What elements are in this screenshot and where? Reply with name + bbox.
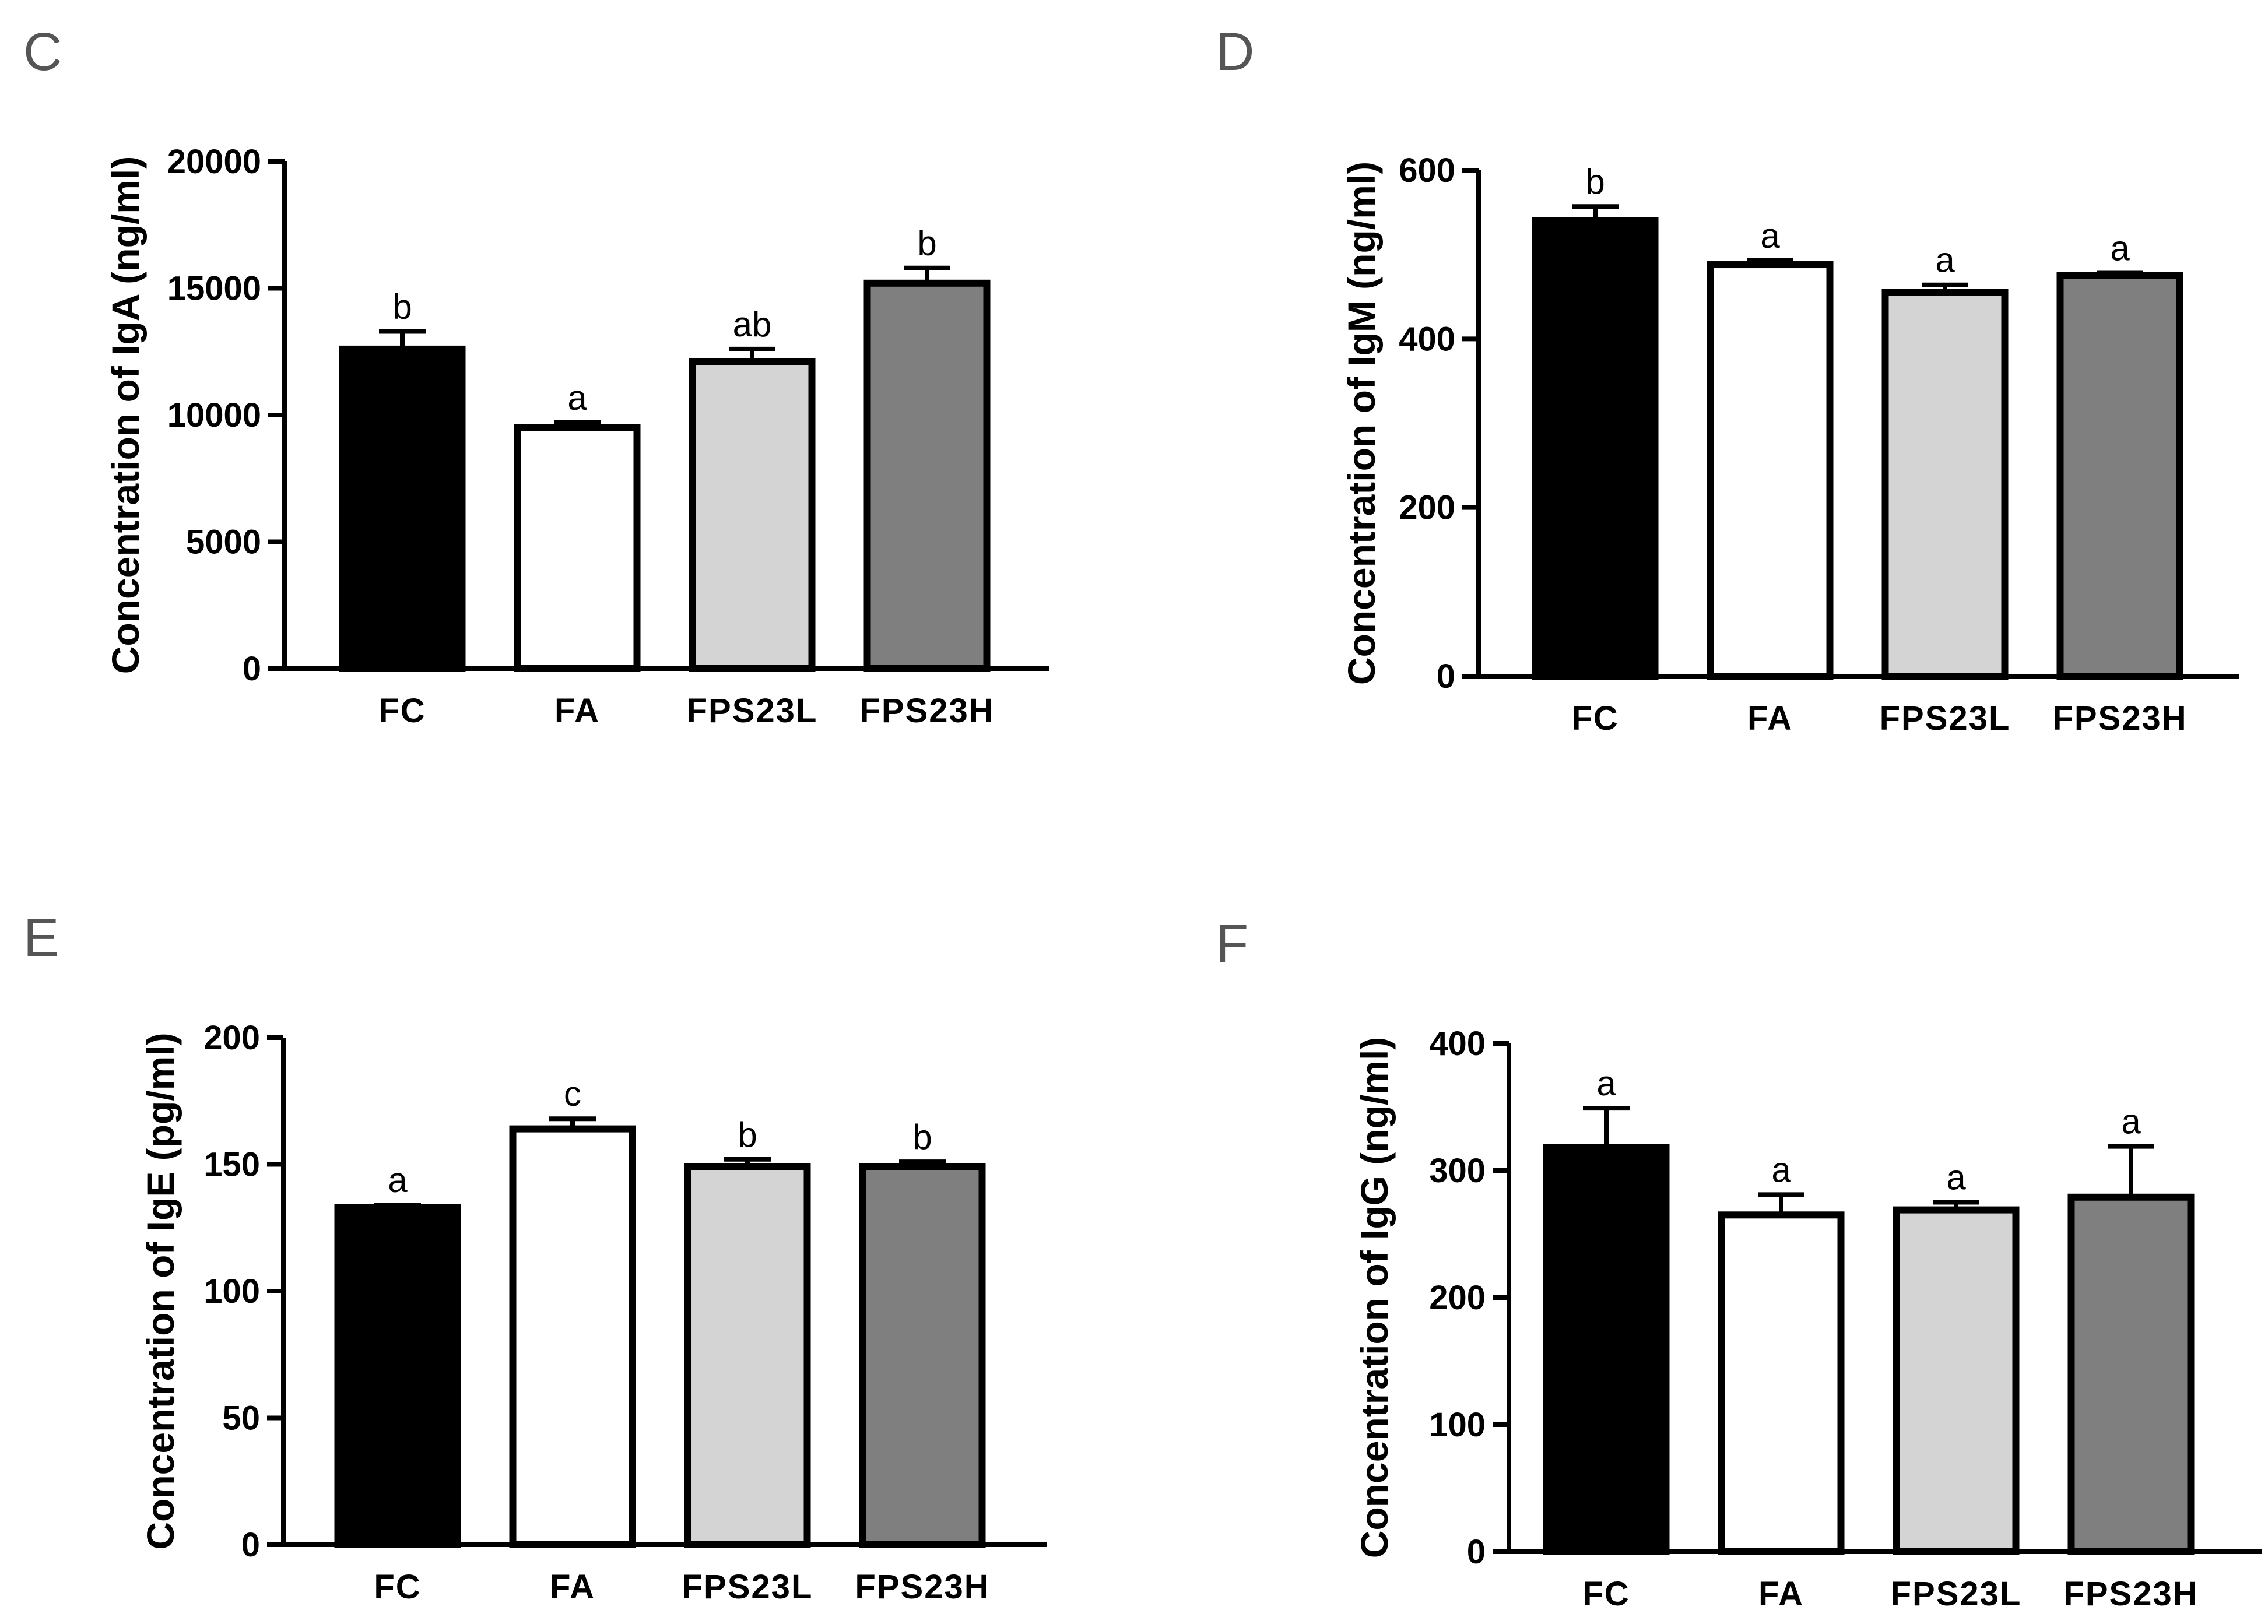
bar-fc (1532, 217, 1659, 680)
significance-label: a (1946, 1158, 1966, 1197)
significance-label: b (1585, 162, 1605, 201)
significance-label: a (1771, 1150, 1791, 1189)
significance-label: a (1596, 1064, 1616, 1103)
bar-fa (509, 1125, 636, 1548)
bar-fps23h (863, 279, 991, 672)
y-tick-label: 50 (222, 1400, 260, 1437)
y-axis-title: Concentration of IgM (ng/ml) (1340, 161, 1383, 685)
bar-fa (1718, 1211, 1845, 1556)
y-tick-label: 200 (203, 1019, 260, 1057)
y-tick-label: 0 (243, 650, 261, 688)
significance-label: ab (733, 305, 772, 344)
bar-fps23h (2067, 1193, 2195, 1555)
y-tick-label: 400 (1399, 320, 1455, 358)
y-axis-title: Concentration of IgA (ng/ml) (104, 156, 147, 674)
bar-fps23l (1893, 1206, 2020, 1556)
panel-f: F Concentration of IgG (ng/ml) a FC a FA a FPS2… (1216, 914, 2262, 1613)
bar-fa (1707, 261, 1834, 680)
x-tick-label: FA (550, 1568, 595, 1606)
bar-fc (334, 1204, 461, 1548)
significance-label: a (388, 1161, 408, 1200)
significance-label: c (564, 1074, 581, 1113)
y-tick-label: 100 (1429, 1406, 1486, 1444)
y-tick-label: 5000 (186, 523, 261, 561)
x-tick-label: FC (1571, 699, 1619, 737)
y-tick-label: 20000 (167, 143, 261, 181)
significance-label: b (738, 1115, 757, 1154)
panel-letter: C (23, 22, 62, 82)
y-tick-label: 300 (1429, 1152, 1486, 1190)
bar-fa (514, 424, 641, 672)
x-tick-label: FA (1747, 699, 1793, 737)
x-tick-label: FPS23H (2063, 1575, 2198, 1613)
bar-fps23h (859, 1163, 986, 1548)
y-tick-label: 100 (203, 1273, 260, 1310)
panel-letter: E (23, 908, 59, 968)
significance-label: a (2110, 229, 2130, 268)
y-tick-label: 15000 (167, 270, 261, 308)
y-tick-label: 0 (1437, 658, 1455, 695)
y-tick-label: 600 (1399, 152, 1455, 189)
bar-fc (1543, 1144, 1670, 1555)
panel-letter: D (1216, 22, 1254, 82)
x-tick-label: FA (554, 692, 600, 730)
x-tick-label: FPS23H (2052, 699, 2187, 737)
y-tick-label: 10000 (167, 396, 261, 434)
panel-e: E Concentration of IgE (pg/ml) a FC c FA b FPS2… (23, 908, 1047, 1606)
y-tick-label: 150 (203, 1146, 260, 1184)
x-tick-label: FPS23L (682, 1568, 813, 1606)
x-tick-label: FA (1758, 1575, 1804, 1613)
x-tick-label: FC (1582, 1575, 1630, 1613)
significance-label: a (1935, 241, 1955, 280)
y-tick-label: 400 (1429, 1025, 1486, 1063)
x-tick-label: FPS23L (1891, 1575, 2022, 1613)
x-tick-label: FPS23H (855, 1568, 989, 1606)
significance-label: b (392, 287, 412, 326)
x-tick-label: FPS23H (859, 692, 994, 730)
bar-fc (339, 345, 466, 672)
y-axis-title: Concentration of IgG (ng/ml) (1353, 1037, 1396, 1559)
x-tick-label: FPS23L (1880, 699, 2011, 737)
panel-c: C Concentration of IgA (ng/ml) b FC a FA ab FPS… (23, 22, 1049, 730)
bar-fps23l (689, 358, 816, 672)
significance-label: a (1760, 216, 1780, 255)
y-tick-label: 0 (1467, 1533, 1486, 1571)
x-tick-label: FC (374, 1568, 421, 1606)
significance-label: a (567, 378, 587, 417)
y-tick-label: 0 (241, 1526, 260, 1564)
significance-label: b (917, 224, 936, 263)
panel-letter: F (1216, 914, 1248, 973)
y-tick-label: 200 (1399, 489, 1455, 527)
y-axis-title: Concentration of IgE (pg/ml) (139, 1032, 182, 1549)
significance-label: a (2121, 1102, 2141, 1141)
significance-label: b (912, 1117, 932, 1157)
panel-d: D Concentration of IgM (ng/ml) b FC a FA a FPS2… (1216, 22, 2239, 737)
bar-fps23h (2056, 272, 2183, 680)
x-tick-label: FPS23L (687, 692, 818, 730)
y-tick-label: 200 (1429, 1279, 1486, 1317)
bar-fps23l (1881, 289, 2009, 680)
bar-fps23l (684, 1163, 811, 1548)
x-tick-label: FC (378, 692, 426, 730)
